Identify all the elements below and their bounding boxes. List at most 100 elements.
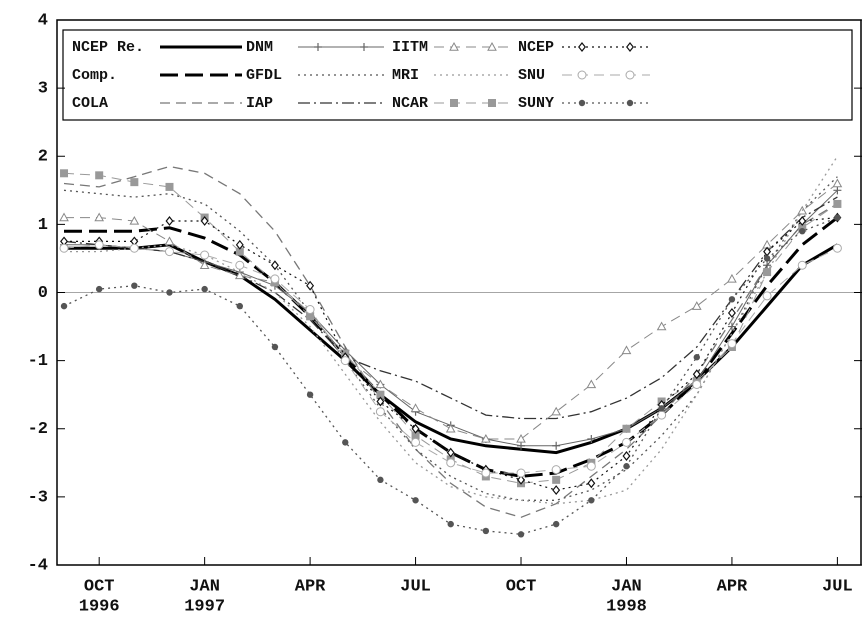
marker [622,424,631,433]
marker [450,99,458,107]
marker [94,240,104,250]
marker [375,407,385,417]
marker [727,273,737,283]
y-tick-label: 4 [38,11,48,30]
plot-area [57,155,862,538]
series-line [63,165,838,518]
y-tick-label: -2 [28,420,48,439]
marker [446,458,456,468]
marker [446,447,455,458]
legend-label: Comp. [72,67,117,84]
marker [342,439,349,446]
legend-marker [625,70,635,80]
x-tick-year: 1998 [606,597,647,616]
marker [60,169,69,178]
marker [551,465,561,475]
x-tick-label: APR [295,577,326,596]
marker [552,475,561,484]
marker [832,178,843,188]
marker [306,312,315,321]
marker [164,236,175,246]
marker [587,478,596,489]
marker [833,199,842,208]
marker [657,410,667,420]
marker [587,434,596,443]
legend-marker [577,70,587,80]
legend-label: SUNY [518,95,554,112]
series-line [64,183,838,440]
legend-marker [450,99,458,107]
marker [487,41,497,51]
marker [445,423,456,433]
legend: NCEP Re. Comp. COLA DNM GFDL IAP IITM MRI NCAR NC… [72,39,650,112]
legend-label: NCAR [392,95,428,112]
legend-marker [487,41,497,51]
y-tick-label: 1 [38,216,48,235]
marker [516,433,526,443]
marker [59,243,69,253]
legend-marker [314,43,322,51]
marker [235,239,244,250]
marker [376,396,385,407]
x-tick-label: OCT [84,577,115,596]
marker [551,406,562,416]
marker [376,390,385,399]
marker [833,186,842,195]
marker [481,468,491,478]
marker [658,405,665,412]
marker [762,291,772,301]
marker [588,497,595,504]
legend-marker [626,99,634,107]
marker [234,270,245,280]
legend-marker [578,99,586,107]
y-tick-label: -4 [28,556,48,575]
y-tick-label: 0 [38,284,48,303]
marker [693,354,700,361]
marker [488,99,496,107]
series-line [64,216,839,478]
series-line [63,216,838,535]
marker [271,343,279,351]
legend-marker [626,42,634,52]
marker [797,260,807,270]
marker [236,302,243,310]
marker [165,216,174,226]
y-tick-label: 3 [38,80,48,99]
x-tick-year: 1996 [79,597,120,616]
marker [798,223,807,232]
marker [552,485,561,496]
marker [235,247,244,256]
marker [626,42,634,52]
marker [727,307,736,318]
legend-marker [449,41,459,51]
legend-label: COLA [72,95,108,112]
series-line [64,243,839,455]
y-tick-label: -1 [28,352,48,371]
series-line [63,172,838,484]
legend-marker [578,42,586,52]
marker [622,451,631,461]
marker [129,215,140,225]
marker [798,216,807,226]
marker [235,260,245,270]
marker [516,468,526,478]
marker [728,296,736,303]
marker [621,345,632,355]
marker [410,403,421,413]
x-tick-label: JUL [822,577,853,596]
legend-label: SNU [518,67,545,84]
marker [200,250,210,260]
marker [832,243,842,253]
legend-label: GFDL [246,67,282,84]
marker [60,302,68,310]
marker [623,463,630,470]
x-tick-label: JUL [400,577,431,596]
marker [411,423,420,434]
legend-marker [488,99,496,107]
x-tick-label: APR [717,577,748,596]
marker [94,212,105,222]
legend-label: MRI [392,67,419,84]
series-line [64,189,838,447]
marker [834,214,841,221]
